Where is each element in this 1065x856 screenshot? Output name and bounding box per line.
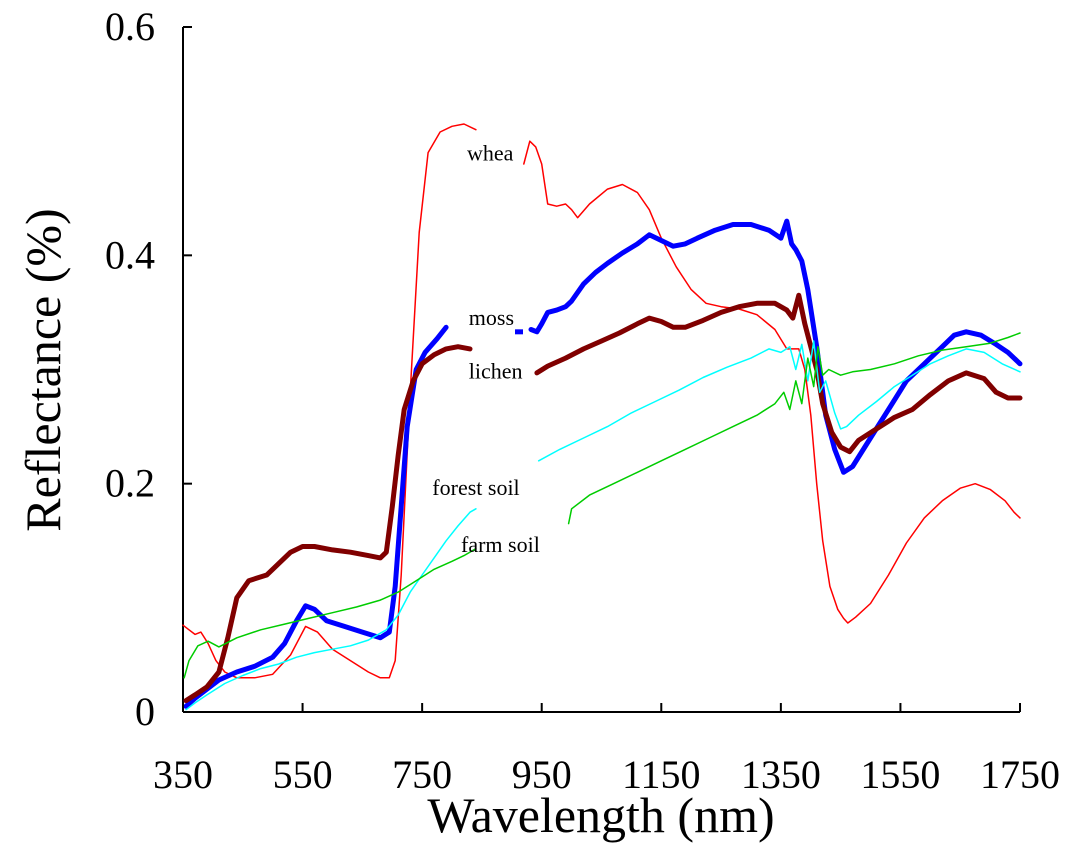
series-annotation: forest soil: [432, 475, 519, 500]
annotation-layer: whea moss lichen forest soil farm soil: [432, 141, 540, 558]
series-line-whea: [523, 140, 1021, 624]
x-tick-label: 350: [153, 752, 213, 797]
series-line-whea: [182, 123, 477, 679]
y-axis-title: Reflectance (%): [15, 208, 71, 531]
series-line-farm-soil: [567, 332, 1021, 525]
series-line-lichen: [183, 344, 473, 704]
series-line-forest-soil: [185, 508, 477, 711]
series-layer: [182, 123, 1023, 711]
y-tick-label: 0.2: [105, 461, 155, 506]
x-tick-label: 1550: [860, 752, 940, 797]
x-tick-label: 1750: [980, 752, 1060, 797]
series-annotation: farm soil: [461, 532, 540, 557]
series-line-lichen: [534, 292, 1023, 455]
y-tick-label: 0.6: [105, 4, 155, 49]
y-tick-label: 0: [135, 689, 155, 734]
x-tick-label: 750: [392, 752, 452, 797]
series-line-moss: [183, 324, 449, 709]
series-line-moss: [528, 218, 1023, 475]
plot-frame: [182, 27, 1020, 713]
x-tick-label: 550: [273, 752, 333, 797]
x-axis-ticks: 350 550 750 950 1150 1350 1550 1750: [153, 703, 1060, 797]
series-annotation: whea: [467, 141, 514, 166]
series-line-farm-soil: [183, 547, 477, 679]
y-tick-label: 0.4: [105, 232, 155, 277]
x-axis-title: Wavelength (nm): [427, 787, 774, 843]
y-axis-ticks: 0 0.2 0.4 0.6: [105, 4, 192, 734]
series-line-forest-soil: [537, 340, 1021, 462]
series-annotation: moss: [469, 305, 514, 330]
series-annotation: lichen: [469, 359, 523, 384]
x-tick-label: 950: [512, 752, 572, 797]
x-tick-label: 1350: [741, 752, 821, 797]
x-tick-label: 1150: [622, 752, 701, 797]
